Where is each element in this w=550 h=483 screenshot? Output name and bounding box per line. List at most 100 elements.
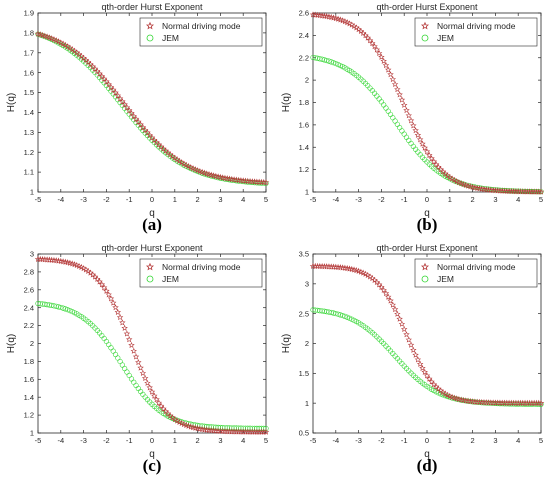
series-normal-driving-mode — [309, 11, 545, 195]
data-point-star — [391, 80, 399, 88]
data-point-star — [155, 399, 163, 406]
y-tick-label: 2 — [305, 76, 309, 85]
data-point-circle — [65, 307, 71, 313]
data-point-star — [435, 163, 442, 170]
legend: Normal driving mode JEM — [414, 258, 538, 288]
data-point-star — [423, 372, 431, 379]
data-point-star — [364, 34, 371, 41]
y-axis-label: H(q) — [6, 93, 17, 112]
data-point-star — [414, 356, 422, 363]
x-tick-label: -5 — [35, 195, 42, 204]
x-tick-label: 3 — [493, 195, 497, 204]
data-point-star — [116, 95, 124, 102]
y-tick-label: 2.2 — [299, 53, 309, 62]
data-point-star — [130, 112, 137, 119]
legend-box — [414, 17, 538, 47]
series-normal-driving-mode — [34, 255, 270, 435]
y-tick-label: 1.7 — [24, 48, 34, 57]
legend-label: Normal driving mode — [162, 262, 241, 272]
data-point-circle — [58, 304, 64, 311]
x-tick-label: -2 — [378, 436, 385, 445]
data-point-star — [98, 72, 106, 80]
data-point-circle — [169, 415, 176, 421]
data-point-star — [432, 161, 440, 168]
y-tick-label: 3.5 — [299, 250, 309, 259]
x-tick-label: 5 — [264, 436, 268, 445]
panel-caption-b: (b) — [416, 215, 438, 234]
data-point-circle — [340, 312, 346, 319]
legend-label: JEM — [437, 33, 454, 43]
data-point-star — [400, 101, 408, 108]
y-tick-label: 2.6 — [24, 285, 34, 294]
data-point-star — [135, 118, 142, 125]
x-axis-label: q — [149, 449, 155, 460]
legend-star-icon — [420, 21, 430, 30]
x-tick-label: 4 — [516, 436, 520, 445]
x-tick-label: 1 — [448, 195, 452, 204]
data-point-star — [262, 428, 270, 435]
x-tick-label: -3 — [355, 195, 362, 204]
data-point-star — [412, 351, 419, 358]
data-point-star — [128, 341, 135, 349]
chart-panel-b: -5 -4 -3 -2 -1 0 1 2 3 4 5 1 1.2 1.4 1.6 1.8 2 2.2 2.4 2.6 q… — [281, 2, 545, 219]
y-tick-label: 1.2 — [24, 148, 34, 157]
y-tick-label: 1 — [30, 429, 34, 438]
x-tick-label: 2 — [196, 195, 200, 204]
y-tick-label: 1.8 — [24, 28, 34, 37]
data-point-star — [398, 320, 406, 327]
x-tick-label: 0 — [150, 195, 154, 204]
y-tick-label: 1.5 — [299, 369, 309, 378]
data-point-star — [416, 360, 424, 367]
data-point-star — [396, 91, 403, 98]
legend-box — [414, 258, 538, 288]
x-tick-label: 1 — [448, 436, 452, 445]
legend-box — [139, 17, 263, 47]
data-point-star — [385, 66, 392, 73]
y-tick-label: 1.4 — [24, 393, 34, 402]
y-tick-label: 1.4 — [24, 108, 34, 117]
data-point-star — [89, 63, 96, 70]
data-point-star — [132, 353, 140, 360]
data-point-star — [373, 278, 381, 286]
data-point-star — [371, 43, 378, 50]
legend: Normal driving mode JEM — [414, 17, 538, 47]
legend-label: JEM — [162, 274, 179, 284]
y-tick-label: 2.6 — [299, 9, 309, 18]
data-point-star — [141, 374, 149, 382]
data-point-circle — [321, 57, 328, 63]
y-tick-label: 0.5 — [299, 429, 309, 438]
data-point-star — [105, 291, 112, 298]
data-point-star — [91, 65, 99, 72]
series-normal-driving-mode — [309, 262, 545, 406]
y-tick-label: 1.1 — [24, 168, 34, 177]
data-point-star — [398, 96, 406, 103]
legend: Normal driving mode JEM — [139, 258, 263, 288]
legend-star-icon — [145, 21, 155, 30]
panel-caption-c: (c) — [142, 456, 162, 475]
data-point-star — [362, 32, 369, 39]
data-point-circle — [324, 57, 330, 64]
data-point-star — [400, 325, 408, 333]
data-point-star — [430, 381, 438, 388]
data-point-star — [121, 324, 128, 331]
chart-title: qth-order Hurst Exponent — [101, 2, 203, 12]
y-tick-label: 2 — [30, 339, 34, 348]
data-point-star — [144, 129, 151, 136]
data-point-star — [428, 155, 435, 162]
x-tick-label: 2 — [471, 195, 475, 204]
data-point-star — [407, 117, 415, 124]
legend-star-icon — [145, 262, 155, 271]
data-point-star — [153, 396, 160, 403]
data-point-star — [387, 71, 394, 78]
data-point-star — [378, 53, 385, 60]
data-point-star — [146, 131, 153, 138]
x-tick-label: 4 — [516, 195, 520, 204]
data-point-star — [137, 121, 144, 128]
data-point-circle — [335, 61, 341, 68]
data-point-star — [144, 379, 151, 386]
legend-circle-icon — [421, 275, 429, 283]
data-point-star — [394, 86, 401, 93]
data-point-star — [385, 293, 392, 300]
data-point-star — [107, 295, 115, 302]
